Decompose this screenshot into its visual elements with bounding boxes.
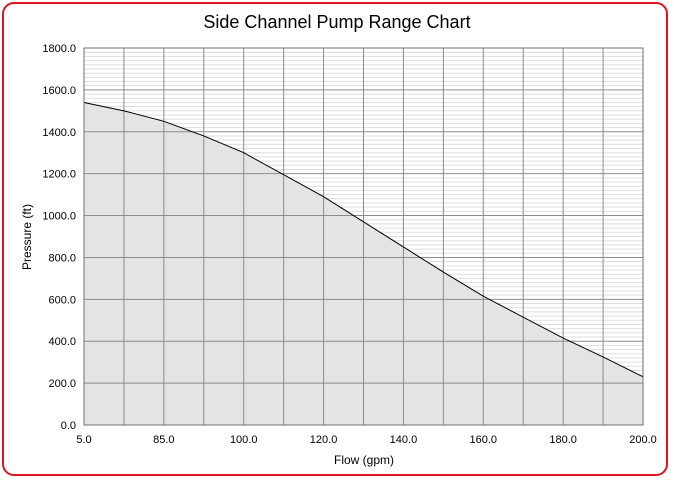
y-tick-label: 1800.0 bbox=[42, 43, 76, 55]
line-layer bbox=[83, 101, 644, 378]
x-tick-label: 180.0 bbox=[549, 434, 577, 446]
x-tick-labels: 5.0 85.0 100.0 120.0 140.0 160.0 180.0 200.0 bbox=[76, 434, 656, 446]
y-tick-label: 1200.0 bbox=[42, 169, 76, 181]
y-tick-label: 400.0 bbox=[48, 336, 76, 348]
y-tick-label: 0.0 bbox=[61, 420, 76, 432]
y-tick-label: 200.0 bbox=[48, 378, 76, 390]
x-axis-label: Flow (gpm) bbox=[334, 453, 394, 467]
x-tick-label: 5.0 bbox=[76, 434, 91, 446]
chart-title: Side Channel Pump Range Chart bbox=[203, 12, 471, 32]
y-tick-label: 1000.0 bbox=[42, 211, 76, 223]
series-line bbox=[83, 101, 644, 378]
y-tick-label: 1400.0 bbox=[42, 127, 76, 139]
y-tick-label: 800.0 bbox=[48, 252, 76, 264]
axes bbox=[83, 47, 644, 426]
y-tick-label: 1600.0 bbox=[42, 85, 76, 97]
x-tick-label: 160.0 bbox=[470, 434, 498, 446]
y-tick-label: 600.0 bbox=[48, 294, 76, 306]
x-tick-label: 200.0 bbox=[629, 434, 657, 446]
x-tick-label: 140.0 bbox=[390, 434, 418, 446]
y-tick-labels: 0.0 200.0 400.0 600.0 800.0 1000.0 1200.0 1400.… bbox=[42, 43, 76, 432]
x-tick-label: 100.0 bbox=[230, 434, 258, 446]
x-tick-label: 120.0 bbox=[310, 434, 338, 446]
x-tick-label: 85.0 bbox=[153, 434, 174, 446]
y-axis-label: Pressure (ft) bbox=[20, 204, 34, 270]
plot-border bbox=[83, 47, 644, 426]
